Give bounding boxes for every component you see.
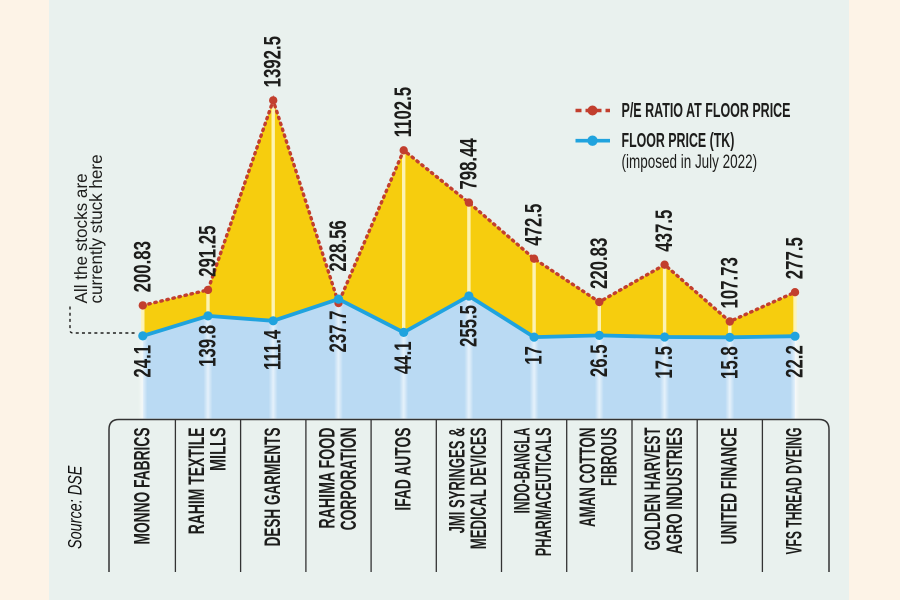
svg-text:RAHIMA FOOD: RAHIMA FOOD	[314, 428, 339, 529]
svg-text:798.44: 798.44	[456, 138, 483, 190]
svg-text:44.1: 44.1	[390, 341, 417, 374]
svg-text:291.25: 291.25	[195, 226, 222, 277]
svg-text:15.8: 15.8	[716, 346, 743, 379]
svg-text:AGRO INDUSTRIES: AGRO INDUSTRIES	[662, 428, 687, 555]
svg-text:Source: DSE: Source: DSE	[65, 465, 86, 549]
svg-text:JMI SYRINGES &: JMI SYRINGES &	[445, 428, 469, 534]
svg-text:255.5: 255.5	[456, 305, 483, 347]
svg-text:111.4: 111.4	[260, 329, 287, 370]
svg-text:26.5: 26.5	[586, 344, 613, 377]
svg-text:currently stuck here: currently stuck here	[86, 154, 107, 303]
svg-text:FIBROUS: FIBROUS	[597, 428, 621, 486]
svg-text:200.83: 200.83	[129, 241, 156, 292]
svg-text:(imposed in July 2022): (imposed in July 2022)	[622, 152, 758, 173]
svg-text:MEDICAL DEVICES: MEDICAL DEVICES	[467, 428, 491, 550]
svg-text:All the stocks are: All the stocks are	[70, 173, 91, 303]
svg-text:GOLDEN HARVEST: GOLDEN HARVEST	[641, 428, 665, 551]
svg-text:228.56: 228.56	[325, 220, 352, 271]
svg-text:FLOOR PRICE (TK): FLOOR PRICE (TK)	[622, 129, 735, 152]
svg-text:1392.5: 1392.5	[260, 36, 287, 87]
svg-text:IFAD AUTOS: IFAD AUTOS	[390, 428, 415, 511]
svg-text:24.1: 24.1	[129, 345, 156, 378]
svg-text:UNITED FINANCE: UNITED FINANCE	[716, 428, 741, 545]
svg-text:437.5: 437.5	[651, 210, 678, 252]
svg-text:139.8: 139.8	[195, 325, 222, 367]
svg-text:17.5: 17.5	[651, 346, 678, 379]
svg-text:472.5: 472.5	[521, 204, 548, 246]
svg-text:P/E RATIO AT FLOOR PRICE: P/E RATIO AT FLOOR PRICE	[622, 99, 791, 122]
svg-text:MILLS: MILLS	[205, 428, 230, 472]
svg-text:PHARMACEUTICALS: PHARMACEUTICALS	[532, 427, 556, 556]
svg-text:CORPORATION: CORPORATION	[336, 428, 361, 531]
svg-text:220.83: 220.83	[586, 238, 613, 289]
svg-text:17: 17	[521, 346, 548, 365]
svg-text:RAHIM TEXTILE: RAHIM TEXTILE	[184, 428, 209, 535]
svg-text:VFS THREAD DYEING: VFS THREAD DYEING	[782, 428, 807, 555]
svg-text:DESH GARMENTS: DESH GARMENTS	[260, 428, 285, 547]
svg-text:277.5: 277.5	[782, 237, 809, 279]
svg-text:AMAN COTTON: AMAN COTTON	[575, 428, 599, 528]
svg-text:INDO-BANGLA: INDO-BANGLA	[510, 427, 535, 513]
svg-text:22.2: 22.2	[782, 345, 809, 378]
svg-text:1102.5: 1102.5	[390, 87, 417, 137]
svg-text:107.73: 107.73	[716, 257, 743, 308]
svg-text:237.7: 237.7	[325, 311, 352, 353]
svg-text:MONNO FABRICS: MONNO FABRICS	[129, 428, 154, 545]
